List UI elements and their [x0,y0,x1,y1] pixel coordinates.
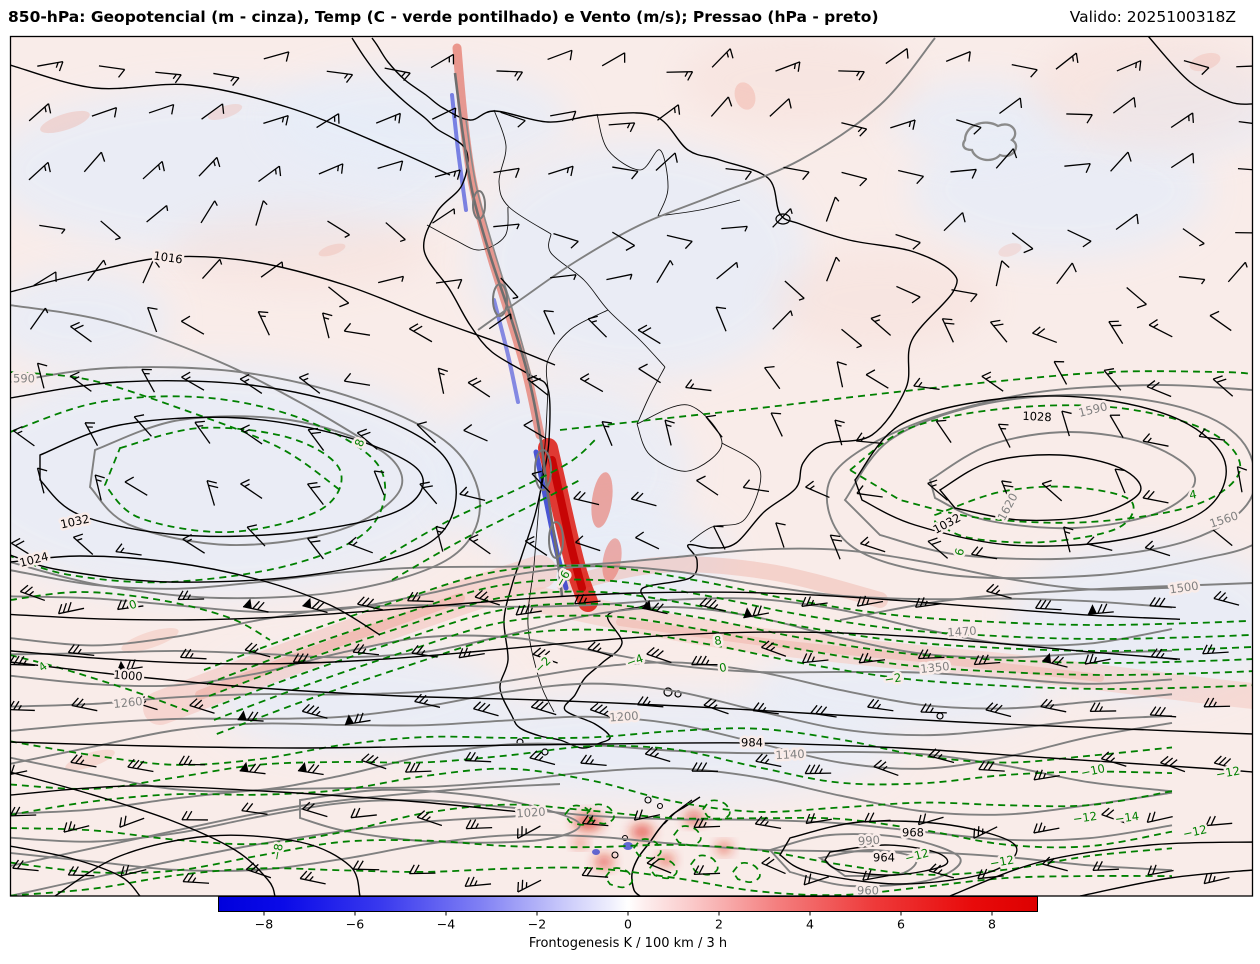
pressure-contour-label: 1016 [153,249,184,267]
temperature-contour-label: −12 [1072,809,1098,826]
colorbar: Frontogenesis K / 100 km / 3 h −8 −6 −4 −2 0… [218,896,1038,951]
pressure-contour-label: 984 [741,736,763,750]
wind-barb-layer [10,48,1253,893]
geopotential-contour-label: 1020 [516,804,546,820]
chart-title: 850-hPa: Geopotencial (m - cinza), Temp … [8,8,879,26]
pressure-contour-label: 1000 [113,667,143,683]
geopotential-contour-label: 590 [13,372,35,386]
colorbar-tick-label: 0 [624,917,632,932]
terrain-contour-layer [453,72,1018,597]
colorbar-label: Frontogenesis K / 100 km / 3 h [529,936,727,951]
pressure-contour-label: 968 [902,826,924,840]
pressure-contour-label: 1028 [1022,409,1052,425]
geopotential-contour-label: 990 [858,833,881,848]
pressure-contour-layer [10,36,1253,896]
colorbar-tick-label: 2 [715,917,723,932]
colorbar-tick-label: 8 [988,917,996,932]
background-layer [10,36,1253,896]
colorbar-tick-label: −8 [255,917,273,932]
geopotential-contour-label: 1140 [775,747,805,763]
geopotential-contour-label: 1260 [113,694,144,711]
temperature-contour-label: −2 [884,670,903,686]
colorbar-tick-label: 6 [897,917,905,932]
valid-time-label: Valido: 2025100318Z [1070,8,1236,26]
geopotential-contour-label: 960 [857,884,879,898]
geopotential-contour-label: 1470 [947,623,977,639]
geopotential-contour-label: 1500 [1168,579,1199,597]
colorbar-gradient [218,896,1038,912]
colorbar-tick-label: −6 [346,917,364,932]
geopotential-contour-label: 1200 [609,708,639,724]
temperature-contour-label: −14 [1114,809,1140,826]
colorbar-tick-label: −2 [528,917,546,932]
geopotential-contour-label: 1350 [920,659,951,676]
colorbar-tick-label: −4 [437,917,455,932]
pressure-contour-label: 964 [873,851,895,865]
temperature-contour-layer [10,370,1253,896]
temperature-contour-label: −8 [269,842,286,861]
colorbar-tick-label: 4 [806,917,814,932]
